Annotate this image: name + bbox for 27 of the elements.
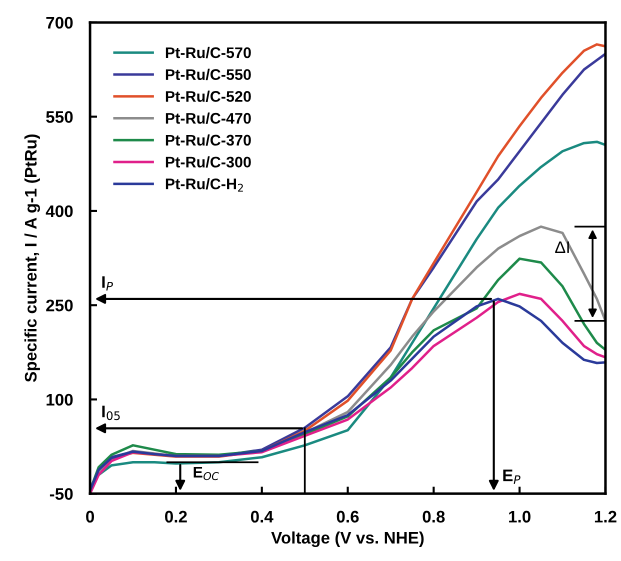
x-tick-label: 0.2 <box>165 510 187 523</box>
annotation: ΔI <box>555 241 569 253</box>
annotation: E$_{OC}$ <box>194 466 219 480</box>
legend-label: Pt-Ru/C-570 <box>166 46 251 58</box>
y-tick-label: -50 <box>50 488 73 500</box>
legend-label: Pt-Ru/C-H$_{2}$ <box>166 178 243 192</box>
x-tick-label: 0 <box>86 510 94 523</box>
y-tick-label: 100 <box>46 394 73 406</box>
legend-label: Pt-Ru/C-300 <box>166 156 251 168</box>
y-tick-label: 550 <box>46 111 73 123</box>
x-axis-title: Voltage (V vs. NHE) <box>271 531 424 548</box>
x-tick-label: 0.4 <box>250 510 274 523</box>
x-tick-label: 0.8 <box>422 510 445 523</box>
x-tick-label: 1.2 <box>594 510 616 522</box>
annotation: I$_{05}$ <box>102 406 120 420</box>
legend-label: Pt-Ru/C-520 <box>166 90 251 102</box>
y-tick-label: 400 <box>46 205 73 218</box>
y-axis-title: Specific current, I / A g-1 (PtRu) <box>24 134 40 382</box>
annotation: I$_{P}$ <box>102 276 113 290</box>
legend-label: Pt-Ru/C-370 <box>166 134 251 146</box>
annotation: E$_{P}$ <box>503 470 520 484</box>
x-tick-label: 1.0 <box>509 510 530 523</box>
y-tick-label: 250 <box>46 300 73 312</box>
legend-label: Pt-Ru/C-470 <box>166 112 251 124</box>
legend-label: Pt-Ru/C-550 <box>166 68 251 80</box>
y-tick-label: 700 <box>46 16 73 29</box>
x-tick-label: 0.6 <box>336 510 359 523</box>
